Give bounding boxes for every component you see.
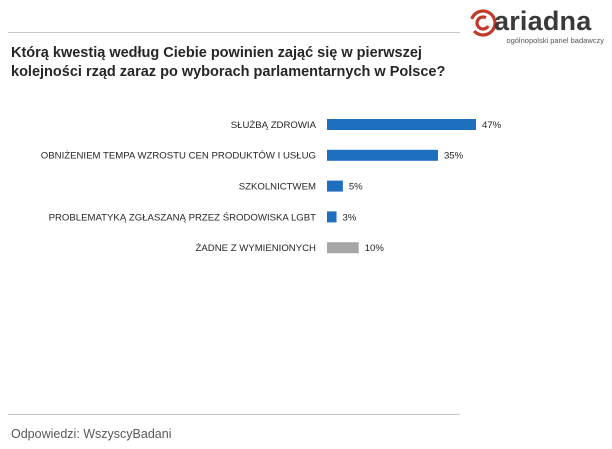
ariadna-logo: ariadna ogólnopolski panel badawczy [468,4,606,48]
category-label: PROBLEMATYKĄ ZGŁASZANĄ PRZEZ ŚRODOWISKA … [49,211,317,223]
category-label: ŻADNE Z WYMIENIONYCH [196,243,317,254]
value-label: 47% [482,120,502,131]
bar [327,149,438,161]
spiral-logo-icon [469,9,497,37]
top-divider [8,32,460,33]
bar [327,242,359,254]
bar [327,211,337,223]
value-label: 10% [365,243,385,254]
answers-footnote: Odpowiedzi: WszyscyBadani [11,427,172,441]
bottom-divider [8,414,460,415]
logo-wordmark: ariadna [494,6,592,36]
logo-tagline: ogólnopolski panel badawczy [506,36,604,45]
bar [327,119,476,130]
category-label: OBNIŻENIEM TEMPA WZROSTU CEN PRODUKTÓW I… [41,151,316,162]
value-label: 35% [444,151,464,162]
value-label: 5% [349,182,363,193]
bar [327,180,343,192]
question-title: Którą kwestią według Ciebie powinien zaj… [11,45,446,80]
category-label: SŁUŻBĄ ZDROWIA [231,120,317,131]
category-label: SZKOLNICTWEM [239,182,316,193]
value-label: 3% [343,212,357,223]
